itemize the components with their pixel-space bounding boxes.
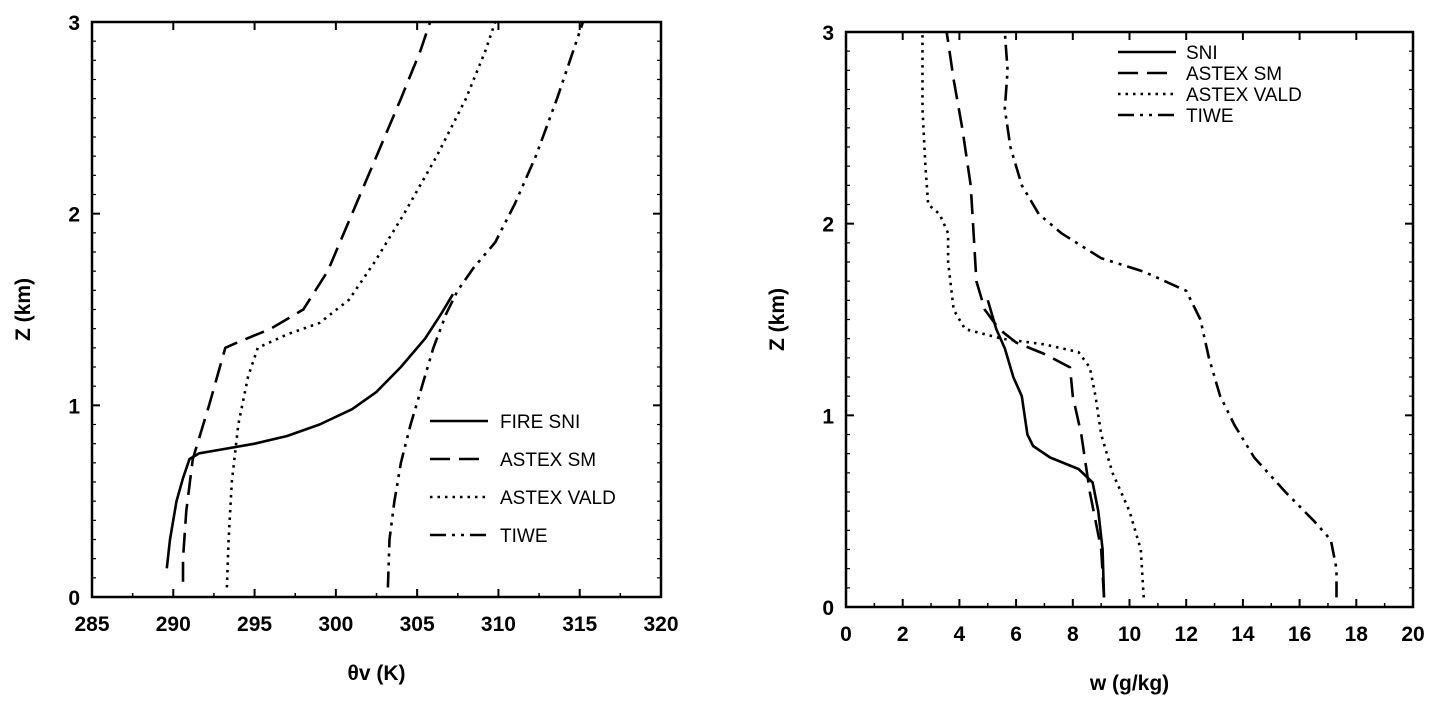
x-tick-label: 18 (1345, 623, 1369, 646)
x-tick-label: 0 (840, 623, 852, 646)
y-axis-title: Z (km) (12, 278, 35, 341)
x-axis-title: w (g/kg) (1089, 672, 1169, 695)
legend-label: ASTEX SM (500, 450, 596, 471)
series-line-tiwe (1003, 31, 1338, 598)
series-line-tiwe (386, 21, 585, 588)
legend-label: ASTEX SM (1186, 64, 1282, 85)
x-tick-label: 14 (1231, 623, 1255, 646)
legend-label: ASTEX VALD (1186, 85, 1302, 106)
x-tick-label: 300 (318, 613, 353, 636)
series-line-sni (986, 299, 1106, 598)
legend-label: SNI (1186, 43, 1218, 64)
left-chart-theta-v: 285 290 295 300 305 310 315 320 0 1 2 3 θv (K) Z (km)… (12, 12, 679, 685)
x-tick-label: 4 (954, 623, 966, 646)
x-tick-label: 20 (1401, 623, 1424, 646)
y-tick-label: 1 (68, 395, 80, 418)
y-tick-label: 0 (68, 587, 80, 610)
x-axis-title: θv (K) (347, 662, 405, 685)
y-tick-label: 1 (822, 405, 834, 428)
plot-frame (90, 20, 663, 599)
series-line-fire-sni (165, 293, 455, 569)
x-tick-label: 315 (562, 613, 597, 636)
legend-label: TIWE (1186, 106, 1234, 127)
series-line-astex-sm (181, 21, 432, 582)
y-tick-label: 0 (822, 597, 834, 620)
x-tick-label: 320 (643, 613, 678, 636)
plot-frame (844, 30, 1415, 609)
x-tick-label: 12 (1175, 623, 1198, 646)
x-tick-label: 2 (897, 623, 909, 646)
x-tick-label: 305 (400, 613, 435, 636)
x-tick-label: 10 (1118, 623, 1141, 646)
x-tick-label: 290 (156, 613, 191, 636)
legend-label: ASTEX VALD (500, 488, 616, 509)
x-tick-label: 295 (237, 613, 272, 636)
x-tick-label: 8 (1067, 623, 1079, 646)
x-tick-label: 285 (74, 613, 109, 636)
y-tick-label: 3 (68, 12, 80, 35)
legend-label: TIWE (500, 526, 548, 547)
y-tick-label: 3 (822, 22, 834, 45)
series-line-astex-vald (921, 32, 1145, 598)
series-line-astex-vald (225, 21, 497, 588)
y-axis-title: Z (km) (766, 288, 789, 351)
y-tick-label: 2 (68, 204, 80, 227)
y-tick-label: 2 (822, 214, 834, 237)
x-tick-label: 6 (1010, 623, 1022, 646)
x-tick-label: 16 (1288, 623, 1311, 646)
x-tick-label: 310 (481, 613, 516, 636)
series-line-astex-sm (945, 31, 1106, 598)
legend-label: FIRE SNI (500, 412, 580, 433)
